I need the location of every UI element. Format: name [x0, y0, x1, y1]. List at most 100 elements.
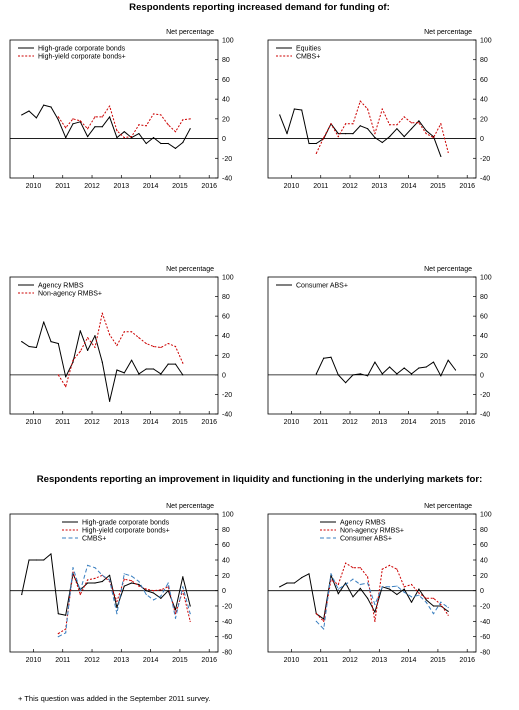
y-axis-label: Net percentage — [424, 266, 472, 273]
data-point — [174, 345, 177, 348]
data-point — [123, 585, 125, 587]
data-point — [440, 375, 442, 377]
data-point — [352, 596, 354, 598]
x-tick-label: 2014 — [143, 183, 159, 190]
plot-frame — [9, 276, 219, 415]
y-tick-label: 80 — [480, 294, 488, 301]
data-point — [388, 136, 391, 138]
y-tick-label: 20 — [222, 353, 230, 360]
data-point — [145, 588, 147, 590]
data-point — [440, 155, 442, 157]
x-tick-label: 2015 — [430, 657, 446, 664]
data-point — [72, 359, 74, 361]
data-point — [374, 133, 376, 135]
data-point — [367, 108, 369, 110]
data-point — [337, 136, 339, 138]
data-point — [410, 596, 413, 598]
data-point — [323, 357, 325, 359]
data-point — [367, 576, 369, 578]
data-point — [189, 128, 191, 130]
legend-label: High-yield corporate bonds+ — [38, 54, 126, 61]
data-point — [174, 609, 177, 611]
data-point — [418, 367, 420, 369]
data-point — [388, 124, 391, 126]
y-axis-label: Net percentage — [166, 503, 214, 510]
y-tick-label: 60 — [480, 314, 488, 321]
x-tick-label: 2015 — [172, 657, 188, 664]
y-tick-label: 20 — [222, 573, 230, 580]
data-point — [432, 361, 435, 363]
data-point — [396, 124, 398, 126]
data-point — [123, 372, 125, 374]
legend-label: High-grade corporate bonds — [38, 46, 126, 53]
data-point — [57, 636, 59, 638]
section-title-liquidity: Respondents reporting an improvement in … — [36, 474, 483, 485]
data-point — [138, 124, 140, 126]
y-tick-label: 80 — [222, 57, 230, 64]
data-point — [359, 373, 361, 375]
data-point — [167, 142, 169, 145]
data-point — [101, 574, 103, 576]
x-tick-label: 2011 — [55, 419, 70, 426]
x-tick-label: 2010 — [26, 419, 42, 426]
x-tick-label: 2012 — [84, 419, 100, 426]
x-tick-label: 2013 — [372, 183, 388, 190]
data-point — [396, 585, 398, 587]
data-point — [189, 613, 191, 615]
data-point — [182, 590, 184, 592]
data-point — [138, 585, 140, 587]
data-point — [182, 141, 184, 144]
y-tick-label: 20 — [480, 353, 488, 360]
data-point — [138, 133, 140, 135]
data-point — [396, 568, 398, 570]
y-tick-label: -20 — [480, 156, 490, 163]
data-point — [123, 573, 125, 575]
data-point — [28, 559, 30, 561]
data-point — [403, 591, 405, 593]
data-point — [94, 335, 96, 337]
x-tick-label: 2011 — [55, 183, 70, 190]
data-point — [323, 620, 325, 622]
data-point — [367, 597, 369, 599]
y-tick-label: -20 — [222, 156, 232, 163]
x-tick-label: 2010 — [26, 657, 42, 664]
data-point — [174, 131, 177, 133]
y-tick-label: 40 — [222, 333, 230, 340]
data-point — [138, 373, 140, 375]
data-point — [72, 123, 74, 125]
plot-frame — [267, 276, 477, 415]
x-tick-label: 2012 — [84, 183, 100, 190]
data-point — [50, 340, 52, 343]
y-axis-label: Net percentage — [166, 29, 214, 36]
data-point — [50, 553, 52, 555]
x-tick-label: 2015 — [172, 419, 188, 426]
x-tick-label: 2011 — [313, 183, 328, 190]
data-point — [381, 586, 383, 588]
data-point — [138, 583, 140, 586]
data-point — [432, 605, 435, 607]
y-tick-label: 80 — [222, 527, 230, 534]
data-point — [167, 590, 169, 592]
data-point — [35, 559, 37, 561]
x-tick-label: 2011 — [313, 657, 328, 664]
y-tick-label: -60 — [480, 634, 490, 641]
data-point — [123, 131, 125, 133]
data-point — [87, 582, 89, 584]
data-point — [160, 373, 162, 375]
plot-frame — [267, 39, 477, 179]
x-tick-label: 2012 — [342, 183, 358, 190]
data-point — [374, 136, 376, 139]
data-point — [374, 603, 376, 606]
data-point — [432, 597, 435, 599]
y-axis-label: Net percentage — [424, 29, 472, 36]
data-point — [87, 136, 89, 138]
y-tick-label: 60 — [480, 542, 488, 549]
x-tick-label: 2011 — [313, 419, 328, 426]
x-tick-label: 2010 — [284, 419, 300, 426]
data-point — [440, 603, 442, 606]
x-tick-label: 2013 — [372, 657, 388, 664]
data-point — [381, 108, 383, 110]
data-point — [101, 361, 103, 363]
